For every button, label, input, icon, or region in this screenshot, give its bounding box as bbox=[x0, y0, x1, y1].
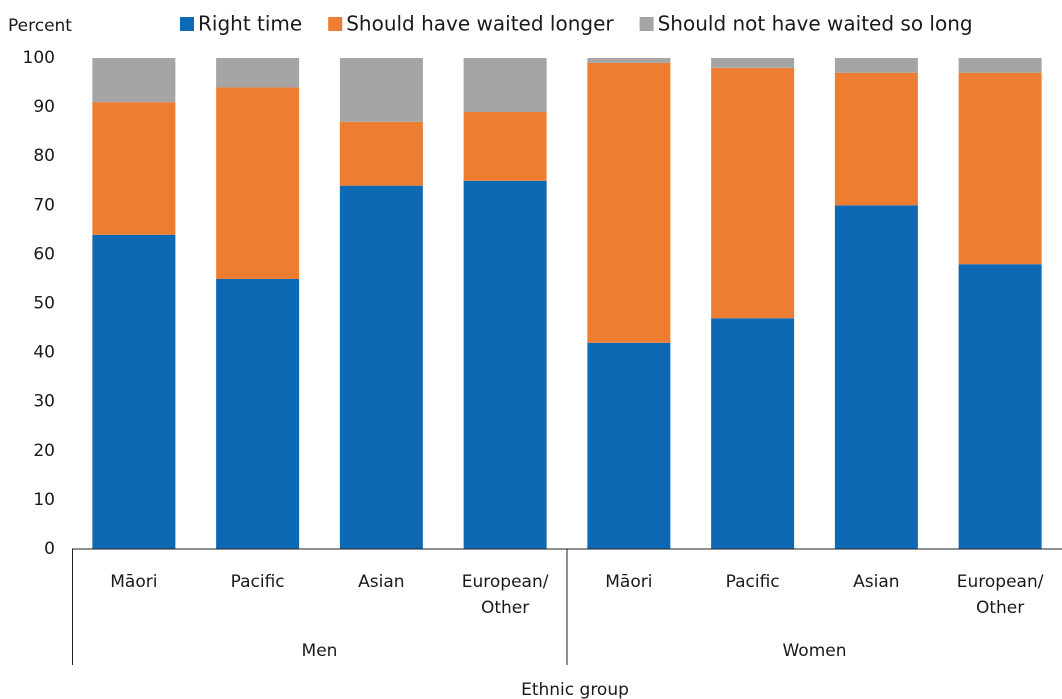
bar-segment bbox=[958, 264, 1042, 549]
y-tick-label: 30 bbox=[33, 392, 55, 412]
bar-segment bbox=[463, 180, 547, 549]
y-tick-label: 90 bbox=[33, 97, 55, 117]
bar-segment bbox=[834, 72, 918, 206]
bar-segment bbox=[92, 58, 176, 103]
bar-segment bbox=[587, 62, 671, 343]
legend-swatch bbox=[180, 17, 194, 31]
y-tick-label: 100 bbox=[23, 48, 55, 68]
legend-label: Should not have waited so long bbox=[658, 12, 973, 36]
bar-segment bbox=[958, 72, 1042, 265]
y-tick-label: 40 bbox=[33, 343, 55, 363]
bar-segment bbox=[834, 205, 918, 550]
y-axis-label: Percent bbox=[8, 16, 72, 36]
legend-label: Should have waited longer bbox=[346, 12, 614, 36]
legend-swatch bbox=[639, 17, 654, 31]
legend-swatch bbox=[328, 17, 343, 31]
bar-segment bbox=[587, 342, 671, 549]
y-tick-label: 80 bbox=[33, 146, 55, 166]
bar-segment bbox=[216, 87, 300, 279]
bar-segment bbox=[216, 278, 300, 549]
bar-segment bbox=[711, 67, 795, 319]
x-tick-label: European/Other bbox=[957, 572, 1044, 618]
bar-segment bbox=[216, 58, 300, 88]
x-tick-label: Asian bbox=[853, 572, 899, 592]
y-tick-label: 60 bbox=[33, 244, 55, 264]
bar-segment bbox=[463, 58, 547, 113]
group-label: Men bbox=[302, 641, 338, 661]
bar-segment bbox=[92, 234, 176, 549]
x-tick-label: Pacific bbox=[726, 572, 780, 592]
x-tick-label: Māori bbox=[110, 572, 157, 592]
group-label: Women bbox=[782, 641, 846, 661]
legend: Right time Should have waited longer Shoul… bbox=[180, 12, 973, 36]
y-tick-label: 50 bbox=[33, 294, 55, 314]
y-tick-label: 0 bbox=[44, 539, 55, 559]
legend-label: Right time bbox=[198, 12, 302, 36]
x-tick-label: European/Other bbox=[462, 572, 549, 618]
y-tick-label: 70 bbox=[33, 195, 55, 215]
bar-segment bbox=[711, 318, 795, 549]
bar-segment bbox=[92, 102, 176, 235]
bar-segment bbox=[587, 58, 671, 63]
x-axis-label: Ethnic group bbox=[521, 680, 629, 699]
x-tick-label: Pacific bbox=[231, 572, 285, 592]
y-tick-label: 20 bbox=[33, 441, 55, 461]
bar-segment bbox=[339, 58, 423, 122]
bar-segment bbox=[463, 112, 547, 181]
x-tick-label: Māori bbox=[605, 572, 652, 592]
x-tick-label: Asian bbox=[358, 572, 404, 592]
y-tick-label: 10 bbox=[33, 490, 55, 510]
bar-segment bbox=[958, 58, 1042, 73]
bar-segment bbox=[339, 185, 423, 549]
bar-segment bbox=[711, 58, 795, 68]
bar-segment bbox=[834, 58, 918, 73]
bar-segment bbox=[339, 121, 423, 186]
